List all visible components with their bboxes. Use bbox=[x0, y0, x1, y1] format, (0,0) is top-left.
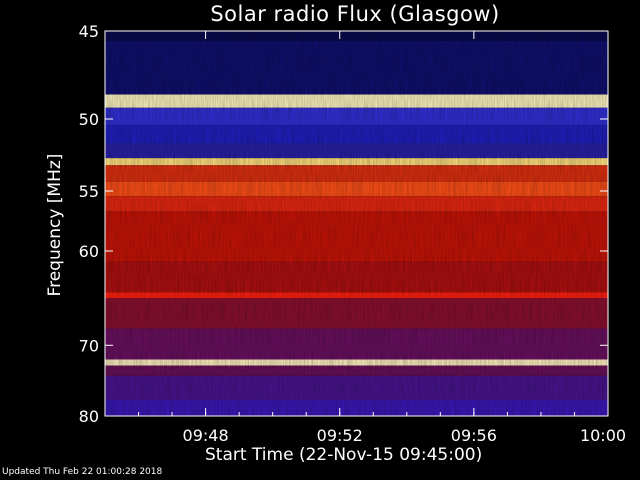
plot-frame bbox=[104, 30, 609, 417]
updated-timestamp: Updated Thu Feb 22 01:00:28 2018 bbox=[2, 467, 163, 477]
y-tick-label: 55 bbox=[79, 182, 99, 201]
x-tick-label: 09:52 bbox=[317, 426, 363, 445]
x-tick-label: 09:48 bbox=[183, 426, 229, 445]
chart-title: Solar radio Flux (Glasgow) bbox=[210, 2, 500, 26]
y-tick-label: 70 bbox=[79, 336, 99, 355]
y-tick-label: 60 bbox=[79, 242, 99, 261]
y-tick-label: 80 bbox=[79, 407, 99, 426]
noise-texture bbox=[105, 31, 608, 416]
x-tick-label: 10:00 bbox=[580, 426, 626, 445]
x-axis-label: Start Time (22-Nov-15 09:45:00) bbox=[205, 445, 483, 465]
y-axis-label: Frequency [MHz] bbox=[45, 153, 65, 297]
y-tick-label: 45 bbox=[79, 22, 99, 41]
y-tick-label: 50 bbox=[79, 110, 99, 129]
axis-ticks: 45 50 55 60 70 80 09:48 09:52 09:56 10:00 bbox=[79, 22, 626, 445]
x-tick-label: 09:56 bbox=[451, 426, 497, 445]
plot-border bbox=[104, 30, 609, 417]
